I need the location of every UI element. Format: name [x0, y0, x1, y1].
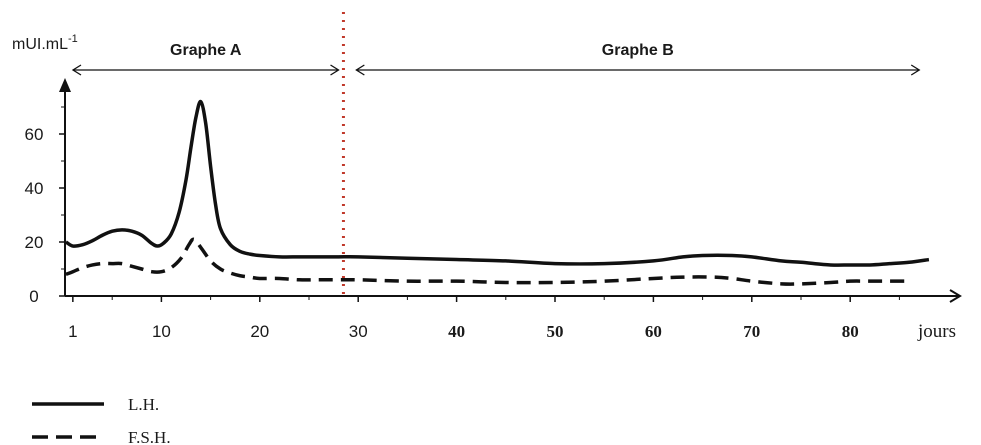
y-tick-label: 20: [25, 233, 44, 252]
y-tick-label: 0: [29, 287, 38, 306]
section-arrow-left: [355, 64, 365, 76]
x-tick-label: 1: [68, 322, 77, 341]
x-tick-label: 20: [250, 322, 269, 341]
x-tick-label: 30: [349, 322, 368, 341]
section-label: Graphe B: [602, 42, 674, 59]
section-arrow-right: [330, 64, 340, 76]
x-tick-label: 60: [645, 322, 662, 341]
x-axis-label: jours: [917, 321, 956, 342]
x-tick-label: 50: [547, 322, 564, 341]
section-arrow-right: [910, 64, 921, 76]
legend: L.H. F.S.H.: [32, 395, 171, 445]
y-tick-label: 40: [25, 179, 44, 198]
series-group: [64, 99, 930, 286]
section-arrow-left: [71, 64, 82, 76]
x-ticks: 1 10 20 30 40 50 60 70 80: [68, 296, 900, 341]
y-tick-label: 60: [25, 125, 44, 144]
series-line-lh: [64, 99, 930, 267]
y-axis-unit-base: mUI.mL: [12, 36, 68, 53]
section-label: Graphe A: [170, 42, 242, 59]
x-axis-arrowhead: [949, 289, 962, 303]
series-line-fsh: [65, 237, 910, 286]
x-tick-label: 10: [152, 322, 171, 341]
y-axis-unit: mUI.mL-1: [12, 33, 78, 53]
sections: Graphe A Graphe B: [71, 42, 921, 76]
x-tick-label: 40: [448, 322, 465, 341]
legend-label: F.S.H.: [128, 428, 171, 445]
y-axis-unit-exponent: -1: [68, 33, 78, 45]
legend-label: L.H.: [128, 395, 159, 414]
y-ticks: 0 20 40 60: [25, 106, 65, 306]
x-tick-label: 70: [743, 322, 760, 341]
x-tick-label: 80: [842, 322, 859, 341]
y-axis-arrowhead: [59, 78, 71, 92]
